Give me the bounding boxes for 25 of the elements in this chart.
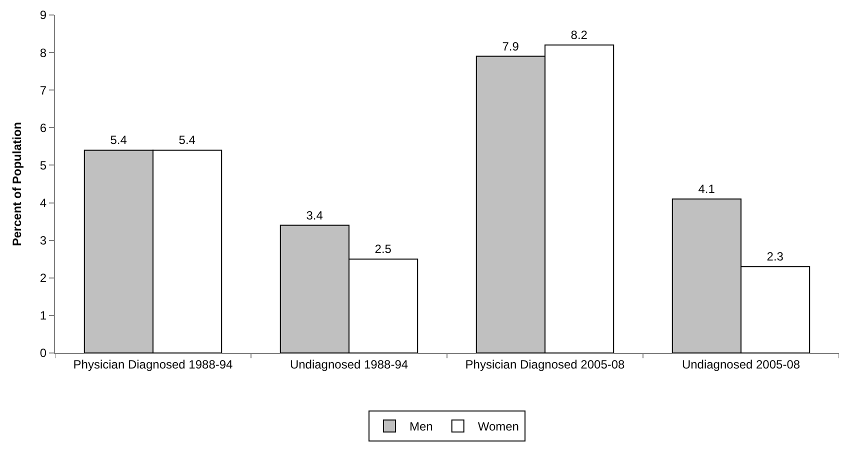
y-tick-label: 1	[40, 308, 47, 323]
y-tick-label: 3	[40, 234, 47, 248]
y-tick-label: 2	[40, 271, 47, 286]
x-tick-label: Undiagnosed 2005-08	[682, 357, 800, 372]
data-label: 4.1	[698, 182, 716, 196]
data-label: 7.9	[502, 39, 520, 54]
y-tick-label: 7	[40, 83, 47, 98]
legend-label: Women	[478, 420, 519, 434]
y-axis-title: Percent of Population	[10, 122, 24, 246]
legend-label: Men	[410, 420, 433, 434]
y-tick-label: 9	[40, 8, 47, 22]
data-label: 5.4	[178, 133, 196, 148]
y-tick-label: 0	[40, 346, 47, 360]
data-label: 2.5	[374, 242, 392, 256]
y-tick-label: 4	[40, 196, 47, 210]
y-tick-label: 5	[40, 158, 47, 172]
data-label: 2.3	[766, 250, 784, 264]
data-label: 3.4	[306, 208, 324, 222]
data-label: 5.4	[110, 133, 128, 148]
data-label: 8.2	[570, 28, 588, 42]
x-tick-label: Undiagnosed 1988-94	[290, 357, 408, 372]
y-tick-label: 6	[40, 120, 47, 135]
y-tick-label: 8	[40, 46, 47, 60]
x-tick-label: Physician Diagnosed 2005-08	[465, 357, 626, 372]
x-tick-label: Physician Diagnosed 1988-94	[73, 357, 234, 372]
